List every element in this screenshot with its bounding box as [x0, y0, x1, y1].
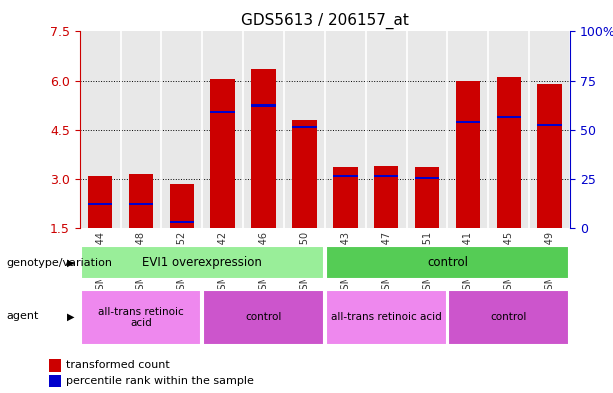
- Bar: [455, 121, 480, 123]
- Bar: [455, 81, 480, 228]
- Text: agent: agent: [6, 311, 39, 321]
- Bar: [80, 290, 202, 345]
- Bar: [415, 176, 440, 179]
- Bar: [333, 167, 357, 228]
- Text: control: control: [490, 312, 527, 322]
- Bar: [292, 120, 317, 228]
- Bar: [538, 84, 562, 228]
- Bar: [497, 77, 521, 228]
- Bar: [49, 375, 61, 387]
- Bar: [49, 359, 61, 372]
- Text: ▶: ▶: [67, 257, 74, 268]
- Bar: [129, 174, 153, 228]
- Bar: [374, 166, 398, 228]
- Title: GDS5613 / 206157_at: GDS5613 / 206157_at: [241, 13, 409, 29]
- Bar: [210, 79, 235, 228]
- Text: all-trans retinoic
acid: all-trans retinoic acid: [98, 307, 184, 328]
- Bar: [170, 221, 194, 223]
- Bar: [88, 176, 112, 228]
- Text: EVI1 overexpression: EVI1 overexpression: [142, 256, 262, 269]
- Bar: [292, 126, 317, 128]
- Bar: [129, 203, 153, 205]
- Bar: [326, 290, 447, 345]
- Bar: [374, 175, 398, 177]
- Bar: [251, 69, 276, 228]
- Bar: [538, 124, 562, 127]
- Bar: [203, 290, 324, 345]
- Bar: [88, 203, 112, 205]
- Text: all-trans retinoic acid: all-trans retinoic acid: [331, 312, 441, 322]
- Bar: [326, 246, 569, 279]
- Bar: [251, 105, 276, 107]
- Text: genotype/variation: genotype/variation: [6, 257, 112, 268]
- Text: control: control: [427, 256, 468, 269]
- Text: control: control: [245, 312, 282, 322]
- Text: ▶: ▶: [67, 311, 74, 321]
- Bar: [210, 111, 235, 113]
- Bar: [497, 116, 521, 118]
- Bar: [415, 167, 440, 228]
- Bar: [333, 175, 357, 177]
- Bar: [448, 290, 569, 345]
- Text: transformed count: transformed count: [66, 360, 170, 371]
- Bar: [80, 246, 324, 279]
- Bar: [170, 184, 194, 228]
- Text: percentile rank within the sample: percentile rank within the sample: [66, 376, 254, 386]
